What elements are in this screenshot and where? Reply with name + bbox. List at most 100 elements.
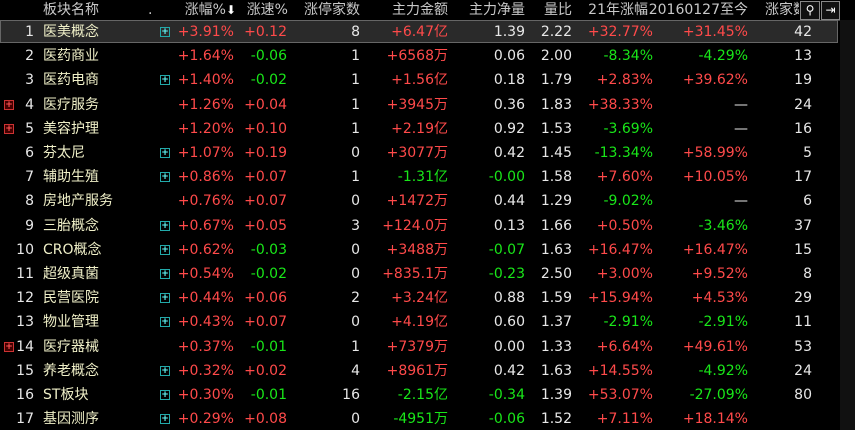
column-header[interactable]: 涨家数 bbox=[765, 2, 799, 18]
sector-name[interactable]: 医疗服务 bbox=[43, 96, 99, 113]
sector-name[interactable]: 医美概念 bbox=[43, 24, 99, 40]
cell-value: +0.37% bbox=[177, 338, 234, 355]
sector-name[interactable]: 基因测序 bbox=[43, 411, 99, 428]
cell-value: +53.07% bbox=[587, 387, 653, 403]
sector-name[interactable]: 医药商业 bbox=[43, 48, 99, 65]
cell-value: +0.29% bbox=[177, 411, 234, 428]
expand-icon[interactable]: + bbox=[160, 414, 170, 425]
row-index: 6 bbox=[25, 145, 34, 161]
cell-value: 8 bbox=[803, 266, 812, 282]
cell-value: +8961万 bbox=[386, 362, 448, 379]
sector-name[interactable]: 三胎概念 bbox=[43, 217, 99, 234]
column-header[interactable]: 主力金额 bbox=[392, 2, 448, 18]
cell-value: +0.05 bbox=[244, 217, 287, 234]
cell-value: 19 bbox=[794, 72, 812, 89]
sector-name[interactable]: 辅助生殖 bbox=[43, 169, 99, 186]
expand-icon[interactable]: + bbox=[160, 148, 170, 158]
cell-value: 1 bbox=[351, 72, 360, 89]
expand-icon[interactable]: + bbox=[160, 365, 170, 376]
cell-value: +0.04 bbox=[244, 96, 287, 113]
sector-name[interactable]: CRO概念 bbox=[43, 241, 102, 258]
row-index: 14 bbox=[16, 338, 34, 355]
cell-value: +6568万 bbox=[386, 48, 448, 65]
cell-value: 80 bbox=[794, 387, 812, 403]
cell-value: +32.77% bbox=[587, 24, 653, 40]
expand-icon[interactable]: + bbox=[160, 293, 170, 304]
cell-value: +0.44% bbox=[177, 290, 234, 307]
cell-value: 16 bbox=[794, 120, 812, 137]
expand-icon[interactable]: + bbox=[160, 244, 170, 255]
cell-value: +16.47% bbox=[682, 241, 748, 258]
sector-name[interactable]: 超级真菌 bbox=[43, 266, 99, 282]
cell-value: 1.52 bbox=[540, 411, 572, 428]
cell-value: 0.44 bbox=[493, 193, 525, 210]
cell-value: -2.15亿 bbox=[397, 387, 448, 403]
column-header[interactable]: 21年涨幅 bbox=[588, 2, 648, 18]
flag-icon[interactable]: + bbox=[4, 341, 14, 352]
cell-value: 1.53 bbox=[540, 120, 572, 137]
cell-value: 0.06 bbox=[493, 48, 525, 65]
cell-value: +2.83% bbox=[596, 72, 653, 89]
cell-value: 0.13 bbox=[493, 217, 525, 234]
row-index: 4 bbox=[25, 96, 34, 113]
column-header[interactable]: 量比 bbox=[544, 2, 572, 18]
cell-value: +7379万 bbox=[386, 338, 448, 355]
expand-icon[interactable]: + bbox=[160, 27, 170, 37]
cell-value: +1472万 bbox=[386, 193, 448, 210]
expand-icon[interactable]: + bbox=[160, 390, 170, 400]
row-index: 7 bbox=[25, 169, 34, 186]
cell-value: +1.20% bbox=[177, 120, 234, 137]
sector-name[interactable]: 养老概念 bbox=[43, 362, 99, 379]
expand-icon[interactable]: + bbox=[160, 172, 170, 183]
cell-value: +39.62% bbox=[682, 72, 748, 89]
sector-name[interactable]: ST板块 bbox=[43, 387, 89, 403]
cell-value: 1.29 bbox=[540, 193, 572, 210]
sector-name[interactable]: 民营医院 bbox=[43, 290, 99, 307]
sector-name[interactable]: 医药电商 bbox=[43, 72, 99, 89]
column-header[interactable]: 涨速% bbox=[246, 2, 288, 18]
sector-name[interactable]: 物业管理 bbox=[43, 314, 99, 331]
cell-value: 4 bbox=[351, 362, 360, 379]
cell-value: +124.0万 bbox=[382, 217, 448, 234]
cell-value: 24 bbox=[794, 362, 812, 379]
column-header: . bbox=[148, 2, 153, 18]
expand-icon[interactable]: + bbox=[160, 317, 170, 328]
row-index: 2 bbox=[25, 48, 34, 65]
cell-value: +3488万 bbox=[386, 241, 448, 258]
cell-value: +0.07 bbox=[244, 314, 287, 331]
cell-value: -2.91% bbox=[603, 314, 653, 331]
sector-name[interactable]: 医疗器械 bbox=[43, 338, 99, 355]
column-header[interactable]: 20160127至今 bbox=[648, 2, 748, 18]
flag-icon[interactable]: + bbox=[4, 123, 14, 134]
flag-icon[interactable]: + bbox=[4, 99, 14, 110]
column-header[interactable]: 涨幅% bbox=[184, 2, 226, 18]
cell-value: +0.06 bbox=[244, 290, 287, 307]
sector-name[interactable]: 芬太尼 bbox=[43, 145, 85, 161]
sector-name[interactable]: 房地产服务 bbox=[43, 193, 113, 210]
cell-value: 0.42 bbox=[493, 145, 525, 161]
cell-value: +0.54% bbox=[177, 266, 234, 282]
cell-value: +0.76% bbox=[177, 193, 234, 210]
column-header[interactable]: 主力净量 bbox=[469, 2, 525, 18]
expand-icon[interactable]: + bbox=[160, 75, 170, 86]
cell-value: -9.02% bbox=[603, 193, 653, 210]
cell-value: 2.50 bbox=[540, 266, 572, 282]
cell-value: +0.67% bbox=[177, 217, 234, 234]
collapse-button[interactable]: ⇥ bbox=[821, 1, 840, 20]
cell-value: +49.61% bbox=[682, 338, 748, 355]
cell-value: +9.52% bbox=[691, 266, 748, 282]
cell-value: 15 bbox=[794, 241, 812, 258]
cell-value: 0 bbox=[351, 241, 360, 258]
cell-value: 1.39 bbox=[493, 24, 525, 40]
column-header[interactable]: 涨停家数 bbox=[304, 2, 360, 18]
cell-value: 0 bbox=[351, 314, 360, 331]
cell-value: 13 bbox=[794, 48, 812, 65]
cell-value: -0.03 bbox=[250, 241, 287, 258]
cell-value: +0.62% bbox=[177, 241, 234, 258]
cell-value: 1 bbox=[351, 338, 360, 355]
sort-arrow-icon[interactable]: ⬇ bbox=[226, 3, 237, 17]
sector-name[interactable]: 美容护理 bbox=[43, 120, 99, 137]
expand-icon[interactable]: + bbox=[160, 269, 170, 279]
search-button[interactable]: ⚲ bbox=[800, 1, 820, 20]
expand-icon[interactable]: + bbox=[160, 220, 170, 231]
